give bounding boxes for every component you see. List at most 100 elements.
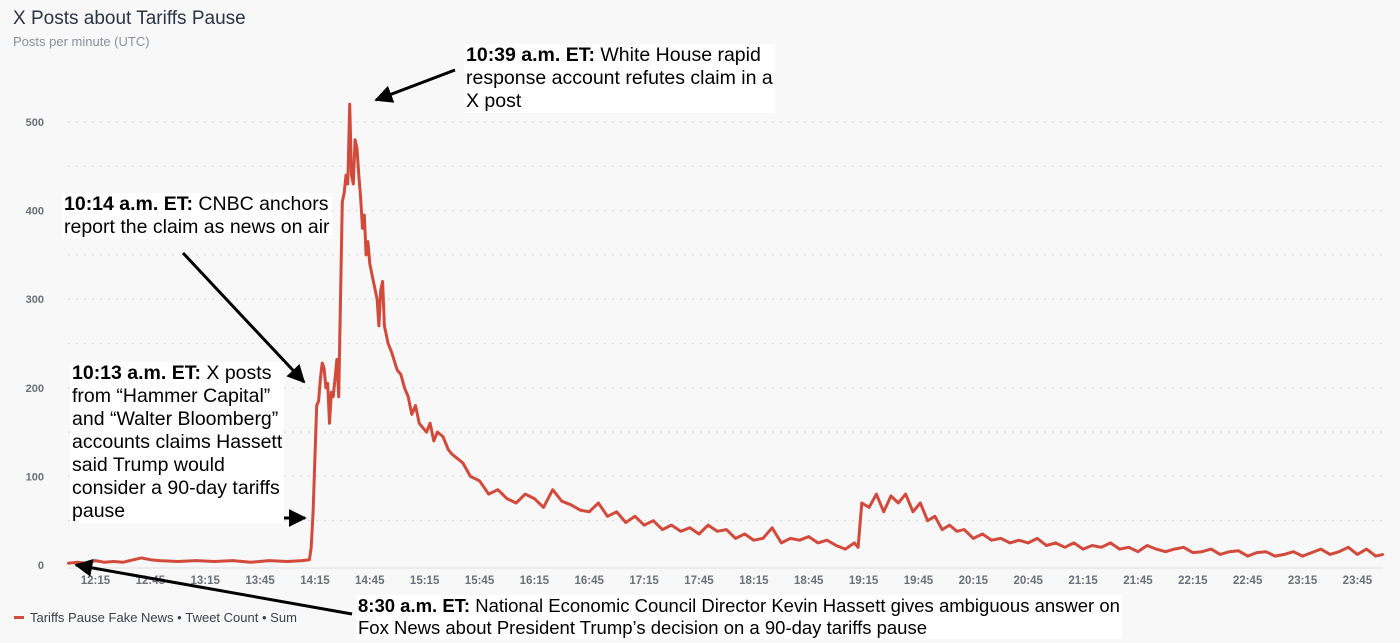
x-tick-label: 19:15: [849, 575, 879, 587]
data-point: [1017, 539, 1021, 542]
data-point: [268, 559, 271, 562]
data-point: [377, 324, 381, 327]
data-point: [652, 519, 655, 522]
x-tick-label: 21:15: [1068, 575, 1098, 587]
y-axis: 0 100 200 300 400 500: [26, 117, 44, 572]
data-point: [1164, 550, 1167, 553]
data-point: [399, 373, 403, 376]
data-point: [1054, 541, 1057, 545]
data-point: [1381, 553, 1385, 556]
data-point: [231, 559, 234, 562]
data-point: [789, 537, 792, 540]
legend: Tariffs Pause Fake News • Tweet Count • …: [14, 610, 297, 625]
data-point: [381, 280, 384, 283]
data-point: [919, 501, 922, 505]
data-point: [1136, 550, 1140, 553]
data-point: [1191, 551, 1195, 554]
data-point: [333, 377, 337, 381]
legend-swatch: [14, 616, 24, 619]
data-point: [999, 537, 1002, 540]
x-tick-label: 15:15: [410, 575, 440, 587]
data-point: [346, 182, 349, 186]
data-point: [383, 324, 386, 327]
data-point: [344, 174, 348, 177]
data-point: [403, 386, 406, 389]
data-point: [679, 530, 682, 533]
grid-layer: [68, 121, 1383, 569]
annotation-1013: 10:13 a.m. ET: X posts from “Hammer Capi…: [70, 362, 285, 523]
data-point: [688, 526, 691, 529]
data-point: [825, 539, 829, 542]
data-point: [1337, 550, 1341, 553]
data-point: [1365, 547, 1368, 551]
data-point: [911, 510, 915, 513]
x-tick-label: 16:45: [575, 575, 605, 587]
data-point: [533, 497, 536, 500]
data-point: [85, 562, 88, 565]
x-tick-label: 21:45: [1123, 575, 1153, 587]
data-point: [897, 501, 900, 505]
annotation-text: X posts: [206, 362, 272, 384]
data-point: [112, 560, 115, 563]
x-tick-label: 20:15: [959, 575, 989, 587]
data-point: [341, 200, 344, 203]
x-tick-label: 15:45: [465, 575, 495, 587]
data-point: [1182, 546, 1185, 549]
data-point: [425, 430, 428, 434]
data-point: [1310, 551, 1313, 554]
data-point: [176, 560, 179, 563]
data-point: [286, 560, 289, 563]
data-point: [955, 530, 959, 533]
annotation-text: X post: [466, 90, 522, 112]
x-tick-label: 18:45: [794, 575, 824, 587]
annotation-0830: 8:30 a.m. ET: National Economic Council …: [356, 595, 1122, 639]
data-point: [743, 532, 746, 536]
y-tick-label: 0: [38, 560, 44, 572]
annotation-text: National Economic Council Director Kevin…: [475, 595, 1120, 616]
data-point: [350, 174, 353, 177]
data-point: [386, 342, 390, 345]
chart-title: X Posts about Tariffs Pause: [13, 8, 246, 29]
data-point: [761, 537, 765, 540]
data-point: [1356, 553, 1359, 556]
data-point: [213, 560, 216, 563]
data-point: [315, 404, 318, 407]
annotation-text: accounts claims Hassett: [72, 431, 283, 453]
data-point: [933, 515, 937, 518]
x-tick-label: 14:15: [300, 575, 330, 587]
data-point: [1036, 537, 1039, 540]
data-point: [407, 395, 410, 398]
data-point: [1328, 553, 1332, 556]
data-point: [904, 492, 907, 496]
annotation-text: and “Walter Bloomberg”: [72, 408, 279, 430]
data-point: [807, 535, 810, 538]
legend-separator: •: [177, 610, 182, 625]
data-point: [1292, 550, 1295, 553]
y-tick-label: 300: [26, 294, 44, 306]
data-point: [418, 422, 421, 425]
data-point: [1091, 544, 1094, 547]
data-point: [1264, 550, 1268, 553]
data-point: [326, 382, 329, 385]
data-point: [889, 494, 893, 498]
data-point: [396, 368, 399, 372]
data-point: [328, 422, 331, 425]
data-point: [390, 351, 393, 354]
data-point: [339, 298, 342, 301]
data-point: [149, 558, 152, 561]
data-point: [414, 404, 417, 407]
annotation-time: 10:13 a.m. ET:: [72, 362, 201, 384]
x-tick-label: 17:45: [684, 575, 714, 587]
data-point: [1118, 547, 1121, 551]
data-point: [357, 174, 360, 177]
data-point: [1319, 547, 1323, 551]
data-point: [469, 475, 472, 478]
data-point: [990, 539, 993, 542]
x-tick-label: 16:15: [520, 575, 550, 587]
data-point: [963, 528, 966, 531]
data-point: [487, 492, 490, 496]
data-point: [375, 298, 379, 301]
data-point: [103, 561, 106, 564]
data-point: [343, 191, 346, 195]
data-point: [322, 367, 326, 370]
